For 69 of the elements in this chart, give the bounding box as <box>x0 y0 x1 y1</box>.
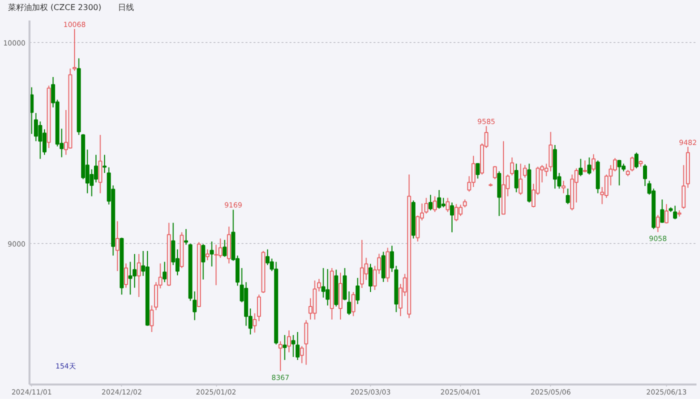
candlestick <box>368 263 373 292</box>
candlestick <box>184 228 188 246</box>
candlestick <box>664 204 668 224</box>
candlestick <box>162 261 167 283</box>
candlestick <box>252 312 257 334</box>
candlestick <box>476 162 480 180</box>
candlestick <box>656 214 660 233</box>
candlestick <box>317 278 322 292</box>
candlestick <box>592 154 596 172</box>
candlestick <box>304 320 308 366</box>
candlestick <box>282 334 287 360</box>
candlestick <box>296 332 300 360</box>
candlestick <box>136 253 141 298</box>
candlestick <box>432 196 437 212</box>
candlestick <box>206 248 210 261</box>
candlestick <box>458 204 463 216</box>
candlestick <box>72 28 77 72</box>
candlestick <box>115 220 120 272</box>
candlestick <box>226 226 231 264</box>
chart-title: 菜籽油加权 (CZCE 2300) <box>8 2 102 14</box>
candlestick <box>256 294 261 322</box>
candlestick <box>124 262 128 288</box>
candlestick <box>351 291 356 317</box>
candlestick <box>548 131 553 172</box>
candlestick <box>562 180 566 194</box>
candlestick <box>381 251 386 282</box>
candlestick <box>630 156 634 172</box>
candlestick <box>673 205 678 220</box>
candlestick <box>518 163 523 196</box>
candlestick <box>222 239 227 258</box>
candlestick <box>643 164 648 187</box>
candlestick <box>218 238 222 258</box>
candlestick <box>522 164 527 178</box>
candlestick <box>360 239 364 288</box>
candlestick <box>437 190 442 210</box>
candlestick <box>102 154 107 174</box>
candlestick <box>98 134 102 194</box>
candlestick <box>582 160 587 173</box>
candlestick <box>682 164 686 210</box>
candlestick <box>617 159 622 186</box>
chart-subtitle: 日线 <box>118 2 134 14</box>
candlestick <box>510 156 514 176</box>
candlestick <box>578 158 583 177</box>
candlestick <box>454 204 458 222</box>
candlestick <box>660 198 664 224</box>
candlestick <box>471 155 476 188</box>
candlestick <box>291 334 296 358</box>
candlestick <box>492 166 497 180</box>
candlestick <box>94 154 98 183</box>
candlestick <box>634 152 638 169</box>
candlestick <box>326 268 330 306</box>
candlestick <box>428 194 433 211</box>
candlestick <box>210 241 214 267</box>
candlestick <box>278 340 282 372</box>
candlestick <box>497 170 502 216</box>
candlestick <box>514 163 518 193</box>
candlestick <box>587 156 592 176</box>
candlestick <box>266 248 270 266</box>
candlestick <box>566 188 570 205</box>
candlestick <box>201 244 206 280</box>
candlestick <box>416 215 420 242</box>
candlestick <box>356 277 360 305</box>
candlestick <box>214 244 218 286</box>
candlestick <box>441 197 446 208</box>
candlestick <box>450 202 454 233</box>
candlestick <box>424 197 428 214</box>
candlestick <box>446 197 450 212</box>
candlestick <box>150 304 154 333</box>
candlestick <box>287 330 292 353</box>
